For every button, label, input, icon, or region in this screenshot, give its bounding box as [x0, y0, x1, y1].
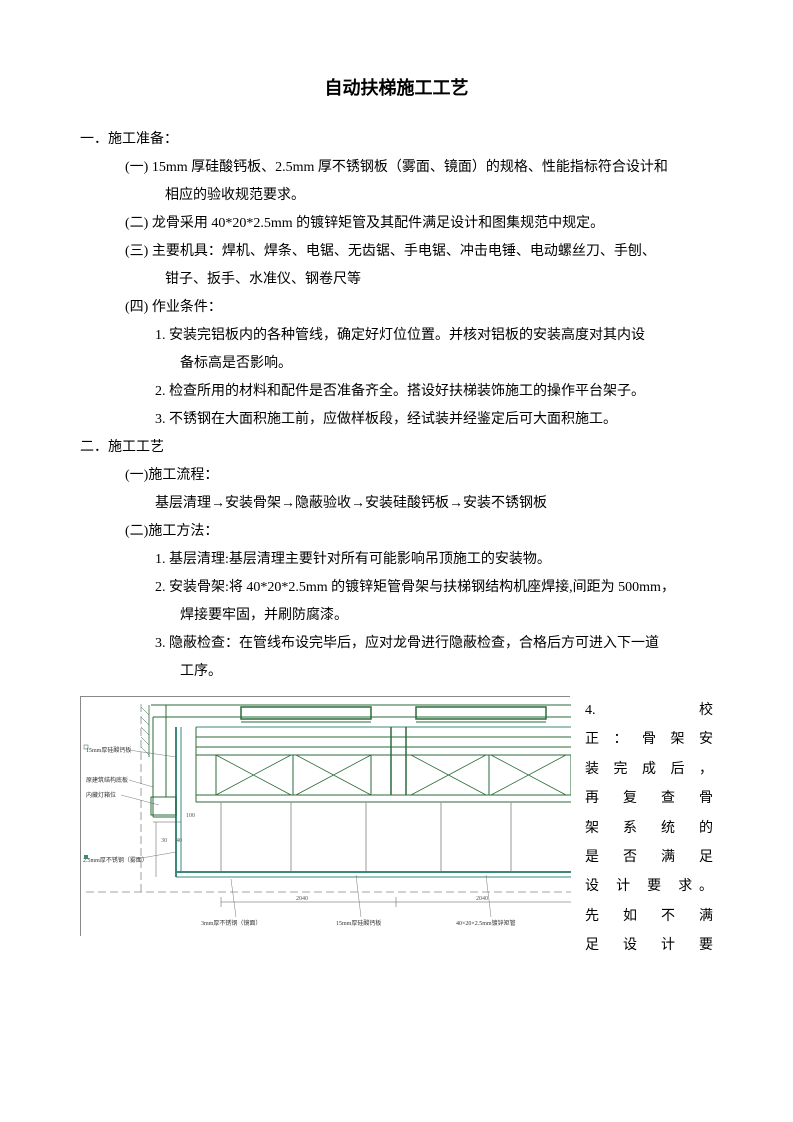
s1-item1-line2: 相应的验收规范要求。 — [165, 182, 713, 210]
section2-heading: 二．施工工艺 — [80, 434, 713, 462]
svg-text:40×20×2.5mm镀锌矩管: 40×20×2.5mm镀锌矩管 — [456, 919, 516, 927]
page-title: 自动扶梯施工工艺 — [80, 70, 713, 106]
s2-method3-line2: 工序。 — [180, 658, 713, 686]
s1-item4-1-line2: 备标高是否影响。 — [180, 350, 713, 378]
svg-text:15mm厚硅酸钙板: 15mm厚硅酸钙板 — [86, 746, 131, 754]
s2-method1: 1. 基层清理:基层清理主要针对所有可能影响吊顶施工的安装物。 — [155, 546, 713, 574]
svg-text:40: 40 — [176, 838, 182, 844]
svg-text:3mm厚不锈钢（镜面）: 3mm厚不锈钢（镜面） — [201, 919, 261, 927]
rt-line2: 正：骨架安 — [585, 725, 713, 754]
svg-text:100: 100 — [186, 813, 195, 819]
s2-method2-line2: 焊接要牢固，并刷防腐漆。 — [180, 602, 713, 630]
s1-item4-3: 3. 不锈钢在大面积施工前，应做样板段，经试装并经鉴定后可大面积施工。 — [155, 406, 713, 434]
svg-text:2040: 2040 — [296, 896, 308, 902]
right-text-block: 4. 校 正：骨架安 装完成后， 再 复 查 骨 架 系 统 的 是 否 满 足… — [570, 696, 713, 961]
svg-text:2040: 2040 — [476, 896, 488, 902]
technical-diagram: 30 40 100 2040 2040 15mm厚硅酸钙板 原建筑结构底板 内藏… — [80, 696, 570, 936]
s2-method3-line1: 3. 隐蔽检查：在管线布设完毕后，应对龙骨进行隐蔽检查，合格后方可进入下一道 — [155, 630, 713, 658]
section1-heading: 一．施工准备： — [80, 126, 713, 154]
s1-item3-line2: 钳子、扳手、水准仪、钢卷尺等 — [165, 266, 713, 294]
rt-line4: 再 复 查 骨 — [585, 784, 713, 813]
s1-item4-2: 2. 检查所用的材料和配件是否准备齐全。搭设好扶梯装饰施工的操作平台架子。 — [155, 378, 713, 406]
rt-line1: 4. 校 — [585, 696, 713, 725]
s2-flow: 基层清理→安装骨架→隐蔽验收→安装硅酸钙板→安装不锈钢板 — [155, 490, 713, 518]
s2-method2-line1: 2. 安装骨架:将 40*20*2.5mm 的镀锌矩管骨架与扶梯钢结构机座焊接,… — [155, 574, 713, 602]
s1-item4-1-line1: 1. 安装完铝板内的各种管线，确定好灯位位置。并核对铝板的安装高度对其内设 — [155, 322, 713, 350]
s1-item1-line1: (一) 15mm 厚硅酸钙板、2.5mm 厚不锈钢板（雾面、镜面）的规格、性能指… — [125, 154, 713, 182]
s1-item3-line1: (三) 主要机具：焊机、焊条、电锯、无齿锯、手电锯、冲击电锤、电动螺丝刀、手刨、 — [125, 238, 713, 266]
rt-line7: 设 计 要 求。 — [585, 872, 713, 901]
bottom-section: 30 40 100 2040 2040 15mm厚硅酸钙板 原建筑结构底板 内藏… — [80, 696, 713, 961]
svg-text:15mm厚硅酸钙板: 15mm厚硅酸钙板 — [336, 919, 381, 927]
svg-text:内藏灯箱位: 内藏灯箱位 — [86, 791, 116, 799]
rt-line5: 架 系 统 的 — [585, 814, 713, 843]
rt-line8: 先 如 不 满 — [585, 902, 713, 931]
rt-line9: 足 设 计 要 — [585, 931, 713, 960]
s1-item2: (二) 龙骨采用 40*20*2.5mm 的镀锌矩管及其配件满足设计和图集规范中… — [125, 210, 713, 238]
s1-item4: (四) 作业条件： — [125, 294, 713, 322]
rt-line3: 装完成后， — [585, 755, 713, 784]
svg-text:30: 30 — [161, 838, 167, 844]
s2-item1: (一)施工流程： — [125, 462, 713, 490]
s2-item2: (二)施工方法： — [125, 518, 713, 546]
svg-text:原建筑结构底板: 原建筑结构底板 — [86, 776, 128, 784]
rt-line6: 是 否 满 足 — [585, 843, 713, 872]
svg-text:2.5mm厚不锈钢（雾面）: 2.5mm厚不锈钢（雾面） — [83, 856, 148, 864]
